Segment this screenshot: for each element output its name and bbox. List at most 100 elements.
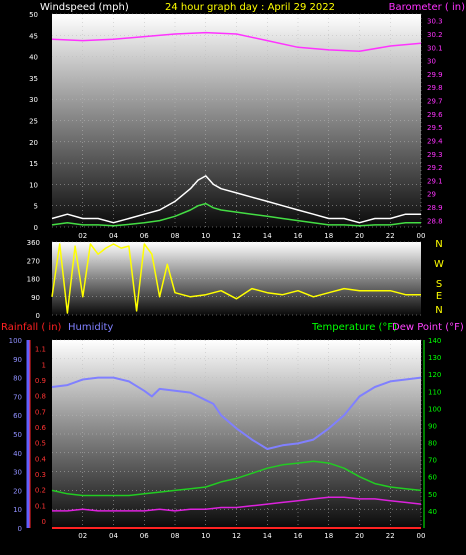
humidity-label: Humidity bbox=[68, 322, 113, 333]
x-tick-label: 16 bbox=[294, 232, 303, 240]
x-tick-label: 10 bbox=[201, 232, 210, 240]
humidity-tick-label: 30 bbox=[13, 469, 22, 477]
y2-tick-label: 29.7 bbox=[427, 98, 443, 106]
x-tick-label: 10 bbox=[201, 532, 210, 540]
temperature-tick-label: 140 bbox=[428, 337, 441, 345]
y-tick-label: 15 bbox=[29, 160, 38, 168]
y-tick-label: 45 bbox=[29, 32, 38, 40]
temperature-tick-label: 110 bbox=[428, 388, 441, 396]
y2-tick-label: 29.2 bbox=[427, 164, 443, 172]
humidity-tick-label: 20 bbox=[13, 487, 22, 495]
wind-average-line bbox=[51, 202, 421, 227]
y2-tick-label: 30.1 bbox=[427, 44, 443, 52]
humidity-tick-label: 50 bbox=[13, 431, 22, 439]
rainfall-tick-label: 1.1 bbox=[35, 346, 46, 354]
x-tick-label: 12 bbox=[232, 232, 241, 240]
y2-tick-label: 29.4 bbox=[427, 137, 443, 145]
temperature-tick-label: 130 bbox=[428, 354, 441, 362]
dewpoint-label: Dew Point (°F) bbox=[392, 322, 464, 333]
y2-tick-label: 28.8 bbox=[427, 217, 443, 225]
rainfall-tick-label: 1 bbox=[42, 361, 46, 369]
x-tick-label: 02 bbox=[78, 232, 87, 240]
compass-label: W bbox=[434, 259, 444, 270]
y-tick-label: 180 bbox=[27, 276, 40, 284]
rainfall-tick-label: 0.1 bbox=[35, 502, 46, 510]
humidity-tick-label: 10 bbox=[13, 506, 22, 514]
compass-label: E bbox=[436, 291, 442, 302]
rainfall-tick-label: 0.3 bbox=[35, 471, 46, 479]
y2-tick-label: 29.3 bbox=[427, 151, 443, 159]
x-tick-label: 00 bbox=[417, 232, 426, 240]
y-tick-label: 270 bbox=[27, 257, 40, 265]
wind-gust-line bbox=[51, 175, 421, 224]
humidity-tick-label: 80 bbox=[13, 375, 22, 383]
rainfall-tick-label: 0 bbox=[42, 518, 46, 526]
rainfall-tick-label: 0.8 bbox=[35, 393, 46, 401]
x-tick-label: 20 bbox=[355, 532, 364, 540]
y-tick-label: 25 bbox=[29, 118, 38, 126]
temperature-line bbox=[51, 460, 422, 497]
x-tick-label: 16 bbox=[294, 532, 303, 540]
chart-date-title: 24 hour graph day : April 29 2022 bbox=[165, 2, 335, 13]
rainfall-tick-label: 0.4 bbox=[35, 455, 47, 463]
y-tick-label: 0 bbox=[34, 224, 38, 232]
y-tick-label: 5 bbox=[34, 203, 38, 211]
rainfall-tick-label: 0.9 bbox=[35, 377, 46, 385]
windspeed-label: Windspeed (mph) bbox=[40, 2, 129, 13]
humidity-tick-label: 0 bbox=[18, 525, 22, 533]
x-tick-label: 04 bbox=[109, 532, 118, 540]
temperature-tick-label: 50 bbox=[428, 491, 437, 499]
rainfall-tick-label: 0.5 bbox=[35, 440, 46, 448]
y-tick-label: 360 bbox=[27, 239, 40, 247]
x-tick-label: 02 bbox=[78, 532, 87, 540]
x-tick-label: 04 bbox=[109, 232, 118, 240]
y2-tick-label: 30.2 bbox=[427, 31, 443, 39]
x-tick-label: 06 bbox=[140, 232, 149, 240]
temperature-tick-label: 70 bbox=[428, 457, 437, 465]
dewpoint-line bbox=[52, 496, 422, 512]
x-tick-label: 08 bbox=[171, 532, 180, 540]
y2-tick-label: 28.9 bbox=[427, 204, 443, 212]
y-tick-label: 0 bbox=[36, 312, 40, 320]
humidity-line bbox=[51, 376, 422, 450]
x-tick-label: 12 bbox=[232, 532, 241, 540]
humidity-tick-label: 40 bbox=[13, 450, 22, 458]
y-tick-label: 20 bbox=[29, 139, 38, 147]
y2-tick-label: 29.6 bbox=[427, 111, 443, 119]
humidity-tick-label: 100 bbox=[9, 337, 22, 345]
x-tick-label: 08 bbox=[171, 232, 180, 240]
y2-tick-label: 29.5 bbox=[427, 124, 443, 132]
x-tick-label: 14 bbox=[263, 532, 272, 540]
compass-label: N bbox=[435, 305, 442, 316]
y2-tick-label: 29.8 bbox=[427, 84, 443, 92]
x-tick-label: 20 bbox=[355, 232, 364, 240]
temperature-label: Temperature (°F) bbox=[311, 322, 397, 333]
temperature-tick-label: 120 bbox=[428, 371, 441, 379]
temperature-tick-label: 100 bbox=[428, 405, 441, 413]
humidity-tick-label: 90 bbox=[13, 356, 22, 364]
wind-direction-line bbox=[51, 243, 421, 314]
y-tick-label: 40 bbox=[29, 54, 38, 62]
y-tick-label: 30 bbox=[29, 96, 38, 104]
x-tick-label: 18 bbox=[324, 232, 333, 240]
y2-tick-label: 29.9 bbox=[427, 71, 443, 79]
y2-tick-label: 30 bbox=[427, 58, 436, 66]
y2-tick-label: 29.1 bbox=[427, 177, 443, 185]
rainfall-label: Rainfall ( in) bbox=[1, 322, 62, 333]
barometer-line bbox=[51, 31, 422, 53]
x-tick-label: 06 bbox=[140, 532, 149, 540]
temperature-tick-label: 80 bbox=[428, 440, 437, 448]
y-tick-label: 35 bbox=[29, 75, 38, 83]
x-tick-label: 14 bbox=[263, 232, 272, 240]
y-tick-label: 90 bbox=[31, 294, 40, 302]
compass-label: N bbox=[435, 239, 442, 250]
y-tick-label: 50 bbox=[29, 11, 38, 19]
rainfall-tick-label: 0.6 bbox=[35, 424, 47, 432]
y2-tick-label: 29 bbox=[427, 191, 436, 199]
y2-tick-label: 30.3 bbox=[427, 18, 443, 26]
barometer-label: Barometer ( in) bbox=[389, 2, 465, 13]
temperature-tick-label: 40 bbox=[428, 508, 437, 516]
rainfall-tick-label: 0.2 bbox=[35, 487, 46, 495]
rainfall-tick-label: 0.7 bbox=[35, 408, 46, 416]
